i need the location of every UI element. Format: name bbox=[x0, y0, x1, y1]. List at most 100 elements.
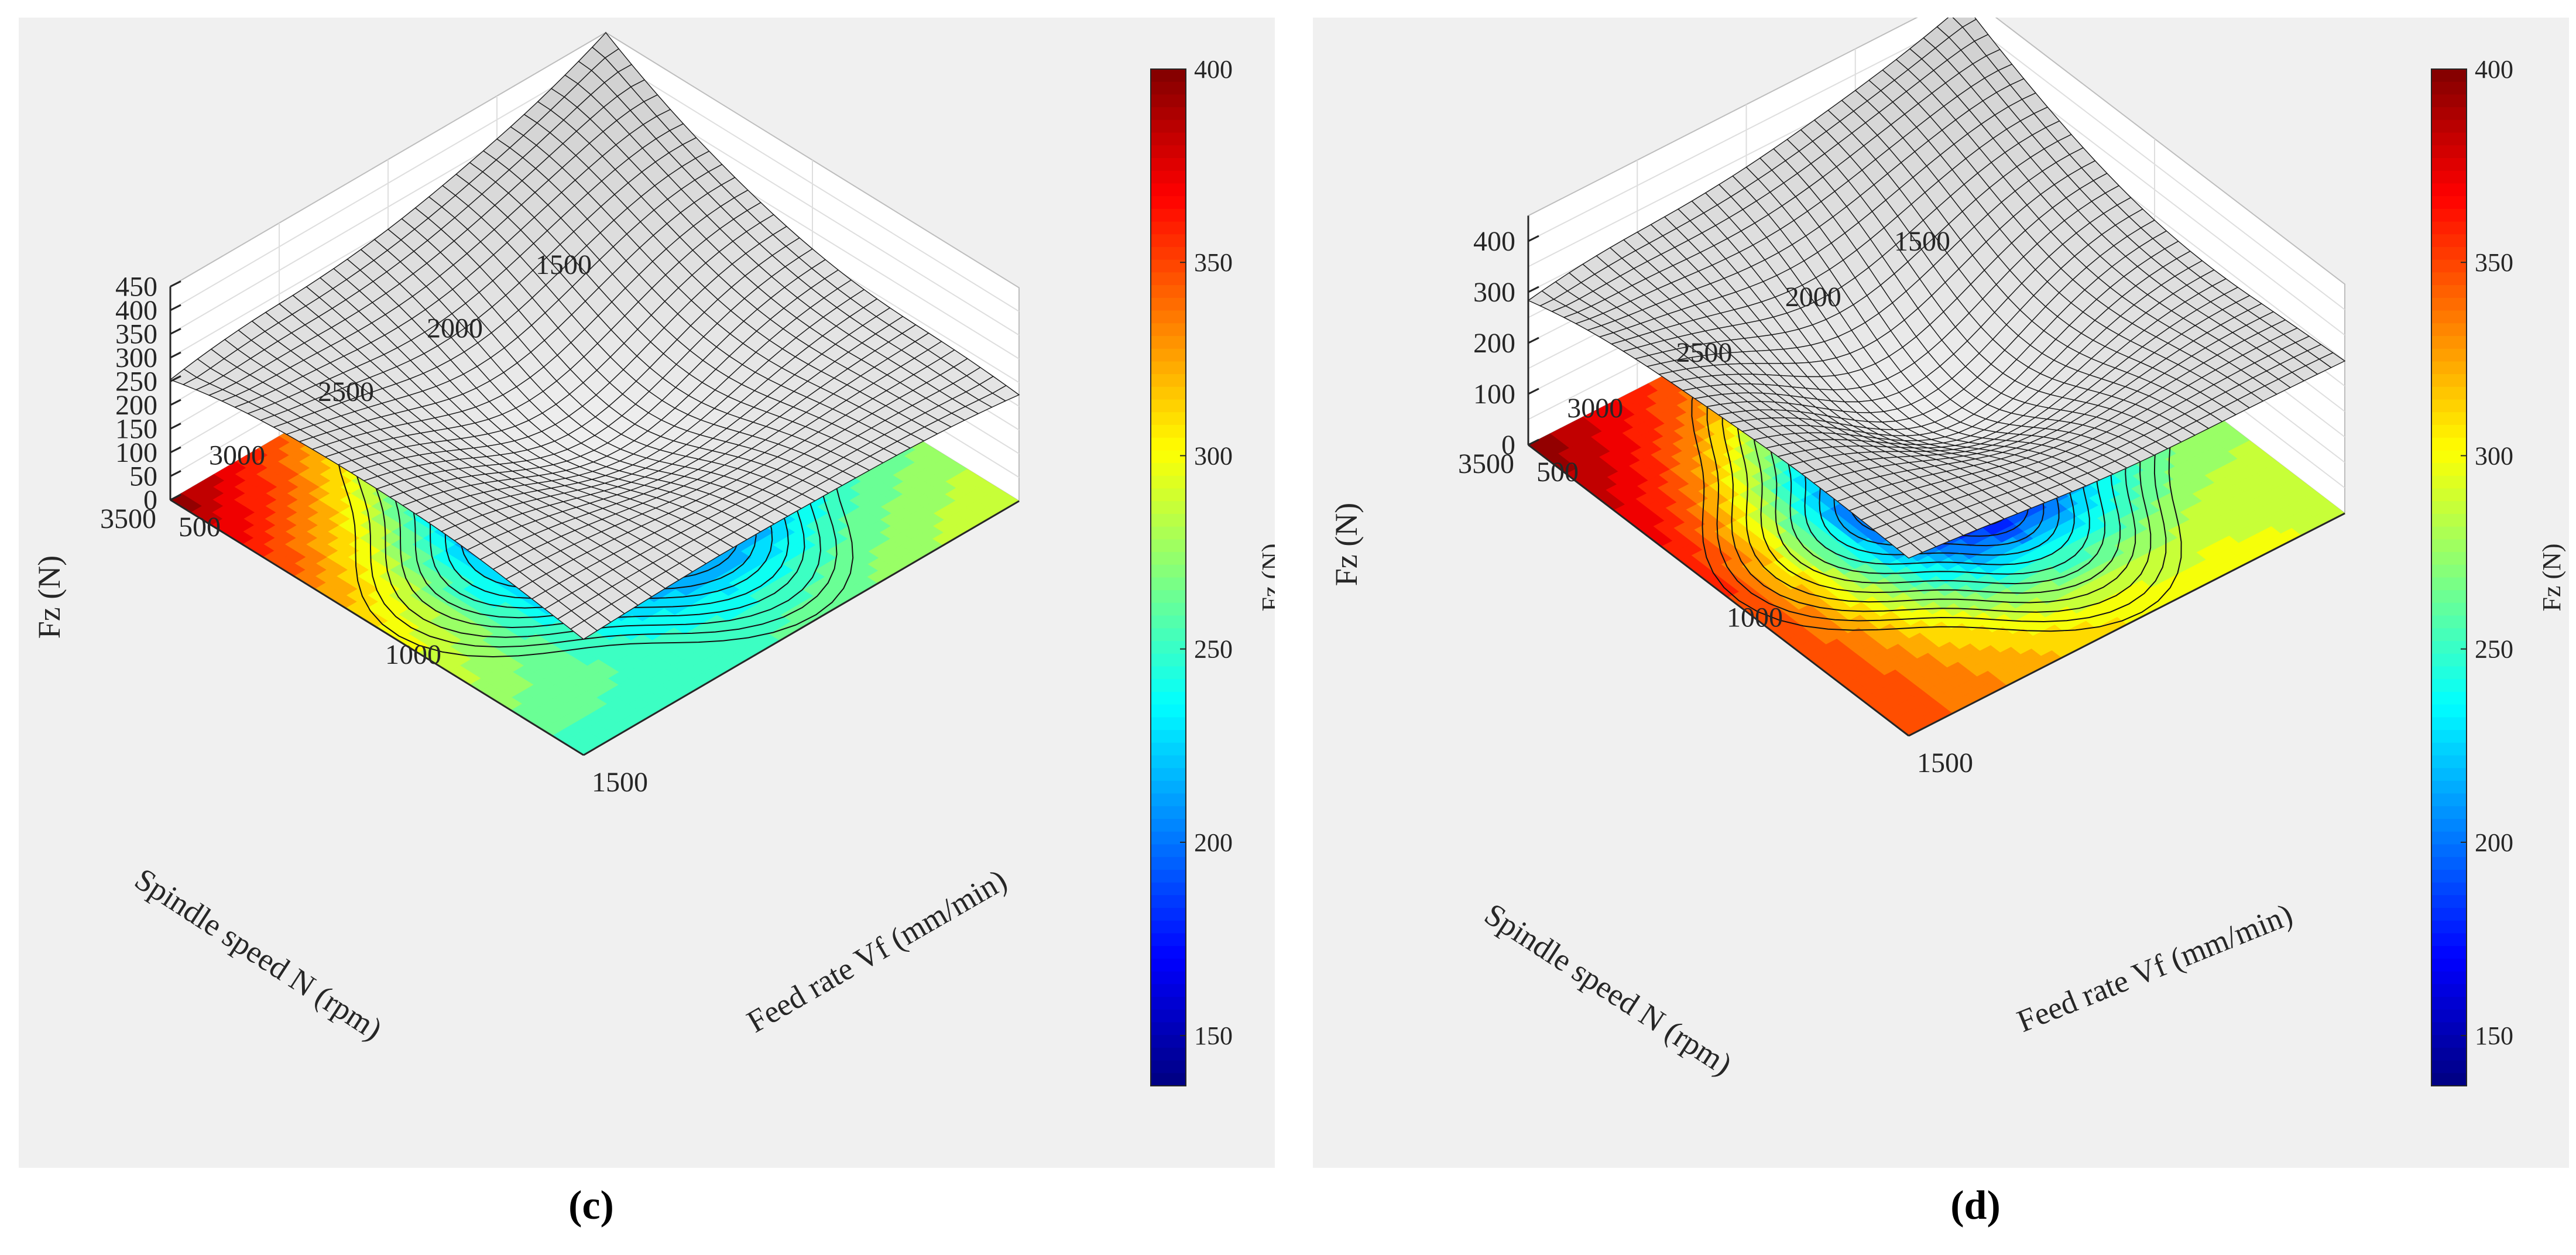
colorbar-swatch bbox=[1151, 971, 1186, 985]
colorbar-swatch bbox=[1151, 463, 1186, 476]
colorbar-swatch bbox=[1151, 933, 1186, 947]
colorbar-swatch bbox=[1151, 412, 1186, 426]
z-tick-label: 100 bbox=[115, 437, 157, 468]
colorbar-swatch bbox=[1151, 475, 1186, 489]
colorbar-swatch bbox=[1151, 259, 1186, 273]
colorbar-swatch bbox=[1151, 730, 1186, 743]
colorbar-swatch bbox=[1151, 1035, 1186, 1048]
colorbar-swatch bbox=[1151, 577, 1186, 591]
colorbar-swatch bbox=[1151, 539, 1186, 553]
x-tick-label: 500 bbox=[179, 512, 221, 543]
z-tick-label: 50 bbox=[129, 461, 157, 492]
colorbar-swatch bbox=[1151, 819, 1186, 832]
colorbar-swatch bbox=[1151, 908, 1186, 921]
colorbar-label: Fz (N) bbox=[1257, 543, 1275, 611]
colorbar-swatch bbox=[1151, 1060, 1186, 1074]
colorbar-swatch bbox=[1151, 526, 1186, 540]
surface-plot-c: 0501001502002503003504004501500200025003… bbox=[32, 31, 1275, 1086]
colorbar-swatch bbox=[1151, 1009, 1186, 1023]
mesh-surface bbox=[169, 32, 1020, 640]
colorbar-swatch bbox=[1151, 132, 1186, 146]
colorbar-swatch bbox=[1151, 628, 1186, 642]
colorbar-tick-label: 350 bbox=[1194, 248, 1233, 277]
z-tick bbox=[170, 328, 181, 335]
colorbar-swatch bbox=[1151, 234, 1186, 248]
colorbar-swatch bbox=[1151, 869, 1186, 883]
z-tick bbox=[170, 493, 181, 501]
y-tick-label: 3000 bbox=[209, 440, 265, 471]
z-tick-label: 300 bbox=[115, 342, 157, 373]
colorbar-tick-label: 300 bbox=[1194, 441, 1233, 470]
colorbar-swatch bbox=[1151, 1073, 1186, 1086]
colorbar-swatch bbox=[1151, 882, 1186, 896]
colorbar-swatch bbox=[1151, 335, 1186, 349]
z-tick-label: 450 bbox=[115, 272, 157, 303]
x-axis-label: Feed rate Vf (mm/min) bbox=[741, 862, 1013, 1040]
z-tick bbox=[170, 423, 181, 430]
colorbar-swatch bbox=[1151, 208, 1186, 222]
chart-panel-c: 0 50 100 150 200 250 300 350 400 450 1500 2000 2500 3… bbox=[19, 18, 1275, 1168]
colorbar-swatch bbox=[1151, 196, 1186, 210]
colorbar-swatch bbox=[1151, 653, 1186, 667]
colorbar-swatch bbox=[1151, 107, 1186, 121]
colorbar-swatch bbox=[1151, 424, 1186, 438]
colorbar-swatch bbox=[1151, 157, 1186, 172]
z-tick bbox=[170, 280, 181, 287]
colorbar-swatch bbox=[1151, 590, 1186, 604]
colorbar-swatch bbox=[1151, 323, 1186, 337]
colorbar-swatch bbox=[1151, 361, 1186, 375]
y-tick-label: 2000 bbox=[427, 313, 483, 344]
colorbar-swatch bbox=[1151, 755, 1186, 769]
colorbar-swatch bbox=[1151, 69, 1186, 83]
colorbar-tick-label: 200 bbox=[1194, 828, 1233, 857]
colorbar-swatch bbox=[1151, 450, 1186, 464]
colorbar-swatch bbox=[1151, 780, 1186, 794]
z-tick-label: 250 bbox=[115, 366, 157, 397]
mesh-surface bbox=[1527, 18, 2346, 559]
colorbar-swatch bbox=[1151, 81, 1186, 95]
colorbar-swatch bbox=[1151, 679, 1186, 692]
colorbar-swatch bbox=[1151, 285, 1186, 299]
z-tick-label: 400 bbox=[115, 295, 157, 326]
x-tick-label: 1000 bbox=[385, 639, 441, 670]
colorbar-swatch bbox=[1151, 602, 1186, 616]
colorbar-swatch bbox=[1151, 94, 1186, 108]
y-tick-label: 1500 bbox=[536, 249, 592, 280]
colorbar-swatch bbox=[1151, 297, 1186, 311]
colorbar-swatch bbox=[1151, 920, 1186, 934]
colorbar-swatch bbox=[1151, 272, 1186, 286]
colorbar-tick-label: 150 bbox=[1194, 1021, 1233, 1050]
colorbar-swatch bbox=[1151, 437, 1186, 451]
colorbar-swatch bbox=[1151, 768, 1186, 781]
colorbar-swatch bbox=[1151, 386, 1186, 400]
colorbar-swatch bbox=[1151, 170, 1186, 184]
colorbar-swatch bbox=[1151, 895, 1186, 908]
z-tick bbox=[170, 375, 181, 382]
colorbar-swatch bbox=[1151, 615, 1186, 629]
mesh-cell bbox=[570, 620, 598, 640]
colorbar-swatch bbox=[1151, 488, 1186, 502]
colorbar-swatch bbox=[1151, 1022, 1186, 1035]
colorbar-swatch bbox=[1151, 183, 1186, 197]
colorbar-swatch bbox=[1151, 501, 1186, 515]
z-tick-label: 0 bbox=[143, 485, 157, 516]
colorbar-swatch bbox=[1151, 704, 1186, 718]
z-tick bbox=[170, 399, 181, 406]
colorbar-swatch bbox=[1151, 666, 1186, 680]
colorbar-swatch bbox=[1151, 857, 1186, 870]
colorbar-swatch bbox=[1151, 958, 1186, 972]
colorbar-swatch bbox=[1151, 831, 1186, 845]
colorbar-frame bbox=[1150, 68, 1186, 1086]
colorbar-swatch bbox=[1151, 691, 1186, 705]
z-tick bbox=[170, 470, 181, 477]
x-axis-line bbox=[583, 500, 1020, 756]
z-tick bbox=[170, 304, 181, 311]
x-tick-label: 1500 bbox=[592, 767, 648, 798]
y-axis-label: Spindle speed N (rpm) bbox=[129, 861, 389, 1047]
y-axis-line bbox=[170, 499, 584, 756]
z-axis-label: Fz (N) bbox=[32, 556, 67, 639]
colorbar-swatch bbox=[1151, 742, 1186, 756]
colorbar-swatch bbox=[1151, 513, 1186, 527]
